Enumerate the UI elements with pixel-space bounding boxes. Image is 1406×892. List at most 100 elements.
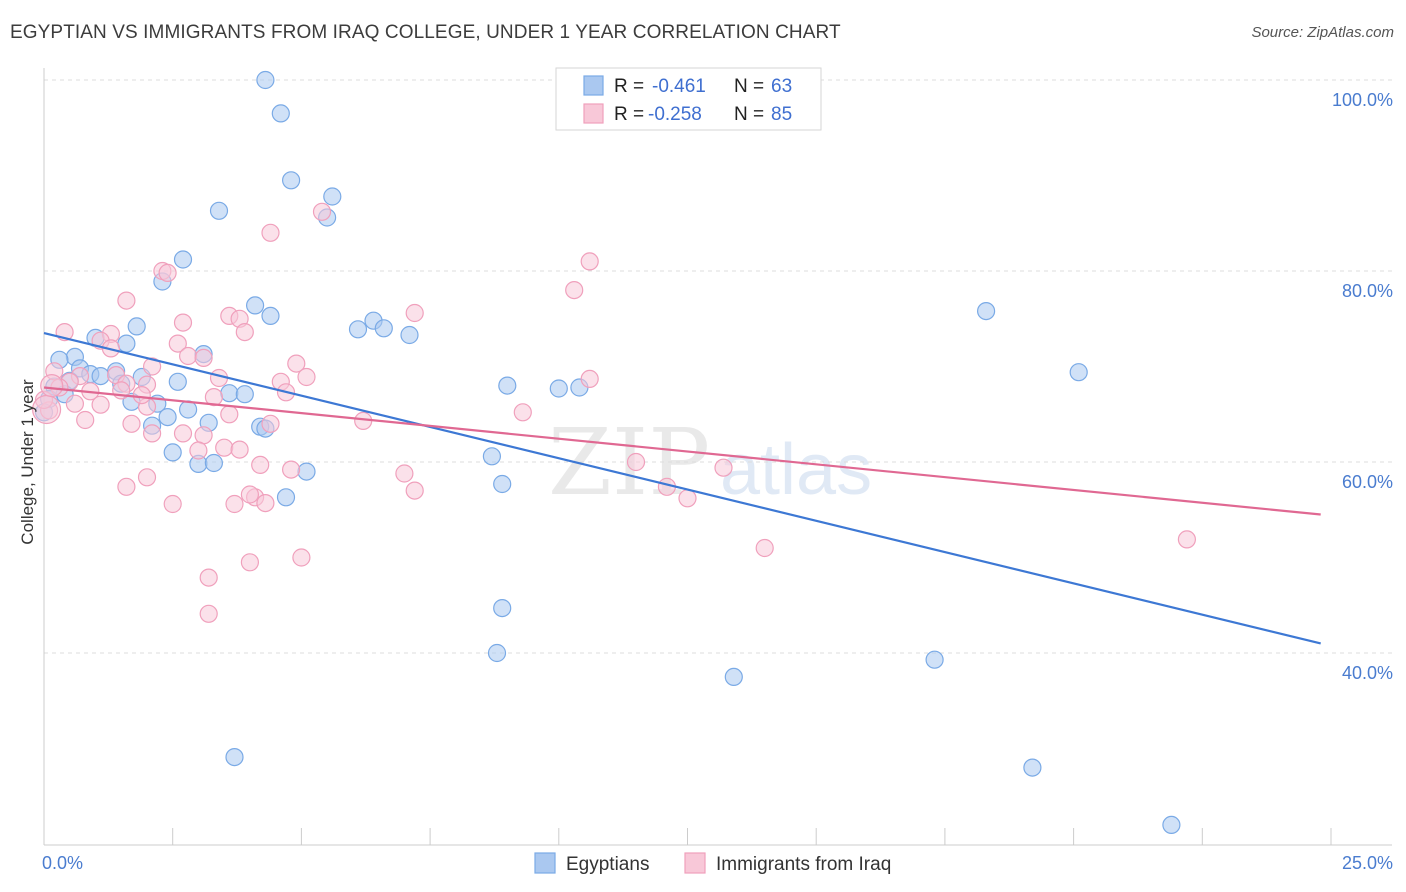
- point-egyptians: [493, 598, 512, 618]
- point-egyptians: [1069, 363, 1088, 382]
- series-legend-label-egyptians: Egyptians: [566, 854, 649, 875]
- point-egyptians: [225, 747, 244, 767]
- point-egyptians: [976, 302, 996, 321]
- legend-n-value-2: 85: [771, 104, 792, 125]
- point-iraq: [678, 489, 697, 508]
- point-iraq: [189, 441, 208, 460]
- point-iraq: [292, 548, 311, 567]
- point-egyptians: [1023, 758, 1042, 777]
- point-egyptians: [487, 643, 507, 663]
- point-iraq: [76, 410, 95, 430]
- point-iraq: [179, 346, 198, 366]
- point-iraq: [65, 394, 85, 413]
- point-egyptians: [261, 306, 280, 325]
- point-iraq: [122, 414, 141, 433]
- point-iraq: [40, 374, 64, 398]
- y-tick-label-60: 60.0%: [1342, 472, 1393, 492]
- point-egyptians: [323, 187, 342, 206]
- point-iraq: [173, 424, 193, 443]
- point-iraq: [513, 403, 532, 422]
- series-legend-swatch-iraq: [684, 852, 706, 874]
- point-egyptians: [179, 400, 198, 419]
- trend-line-iraq: [43, 386, 1321, 516]
- point-egyptians: [117, 334, 136, 353]
- point-iraq: [230, 440, 249, 459]
- x-tick-label-end: 25.0%: [1342, 853, 1393, 873]
- point-iraq: [163, 494, 182, 514]
- point-egyptians: [204, 453, 223, 473]
- point-iraq: [251, 455, 270, 474]
- point-iraq: [173, 313, 193, 332]
- x-tick-label-start: 0.0%: [42, 853, 83, 873]
- point-iraq: [297, 367, 316, 387]
- point-iraq: [395, 464, 414, 483]
- point-iraq: [256, 494, 275, 513]
- point-iraq: [714, 458, 733, 477]
- point-egyptians: [158, 408, 177, 427]
- point-egyptians: [549, 379, 568, 398]
- point-iraq: [199, 568, 218, 587]
- legend-n-value-1: 63: [771, 76, 792, 97]
- series-legend-label-iraq: Immigrants from Iraq: [716, 854, 891, 875]
- point-egyptians: [374, 319, 393, 338]
- point-iraq: [137, 468, 157, 487]
- series-legend-swatch-egyptians: [534, 852, 556, 874]
- point-egyptians: [925, 650, 944, 669]
- tick-labels: 40.0% 60.0% 80.0% 100.0% 0.0% 25.0%: [42, 90, 1393, 873]
- point-egyptians: [173, 250, 193, 269]
- point-egyptians: [482, 447, 501, 466]
- point-iraq: [194, 426, 213, 445]
- y-tick-label-40: 40.0%: [1342, 663, 1393, 683]
- chart-title: EGYPTIAN VS IMMIGRANTS FROM IRAQ COLLEGE…: [10, 22, 841, 43]
- point-iraq: [240, 485, 259, 504]
- source-credit: Source: ZipAtlas.com: [1251, 24, 1394, 41]
- legend-swatch-egyptians: [583, 75, 604, 96]
- point-egyptians: [282, 171, 301, 190]
- point-egyptians: [1162, 815, 1181, 835]
- point-iraq: [312, 202, 332, 221]
- legend-swatch-iraq: [583, 103, 604, 124]
- point-egyptians: [256, 70, 275, 90]
- point-egyptians: [297, 462, 316, 481]
- point-iraq: [194, 348, 213, 367]
- legend-r-label-1: R =: [614, 76, 644, 97]
- point-iraq: [215, 438, 234, 457]
- point-iraq: [565, 281, 584, 300]
- point-iraq: [235, 323, 254, 342]
- point-iraq: [91, 395, 110, 414]
- stats-legend: R = -0.461 N = 63 R = -0.258 N = 85: [555, 67, 822, 131]
- legend-n-label-2: N =: [734, 104, 764, 125]
- point-iraq: [117, 477, 136, 496]
- point-iraq: [261, 223, 280, 242]
- trend-line-egyptians: [43, 332, 1321, 645]
- point-iraq: [287, 354, 306, 373]
- point-iraq: [143, 424, 162, 443]
- point-iraq: [240, 553, 259, 572]
- point-iraq: [261, 414, 280, 433]
- point-egyptians: [246, 296, 265, 315]
- point-iraq: [405, 481, 424, 500]
- point-iraq: [626, 452, 646, 472]
- point-egyptians: [348, 320, 368, 339]
- point-iraq: [132, 386, 151, 405]
- point-iraq: [755, 538, 774, 558]
- point-iraq: [282, 460, 301, 479]
- y-tick-label-80: 80.0%: [1342, 281, 1393, 301]
- point-egyptians: [163, 443, 182, 462]
- y-tick-label-100: 100.0%: [1332, 90, 1393, 110]
- point-egyptians: [220, 384, 239, 403]
- point-iraq: [199, 604, 218, 623]
- point-egyptians: [276, 488, 296, 507]
- point-iraq: [580, 369, 599, 388]
- legend-n-label-1: N =: [734, 76, 764, 97]
- point-iraq: [405, 303, 424, 323]
- legend-r-value-2: -0.258: [648, 104, 702, 125]
- scatter-points: [31, 70, 1197, 835]
- y-axis-title: College, Under 1 year: [18, 379, 37, 545]
- point-egyptians: [271, 104, 290, 123]
- point-egyptians: [127, 317, 146, 336]
- point-iraq: [168, 334, 187, 353]
- trend-lines: [43, 332, 1321, 645]
- point-iraq: [143, 357, 162, 376]
